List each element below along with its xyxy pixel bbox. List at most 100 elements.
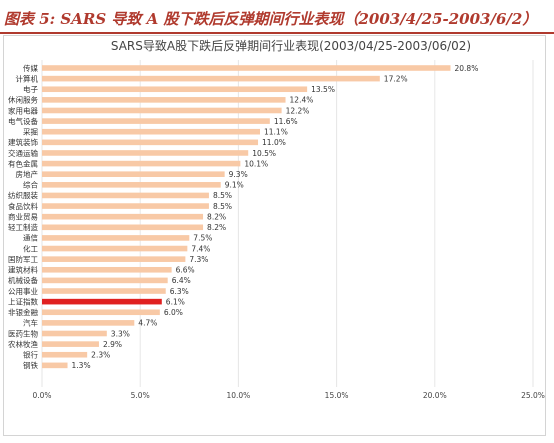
category-label: 综合 <box>23 180 38 190</box>
category-label: 公用事业 <box>8 286 38 296</box>
value-label: 6.4% <box>172 276 191 285</box>
value-label: 6.0% <box>164 308 183 317</box>
bar <box>42 171 225 177</box>
value-label: 6.1% <box>166 297 185 306</box>
category-label: 建筑材料 <box>8 265 38 275</box>
category-label: 国防军工 <box>8 254 38 264</box>
bar <box>42 86 308 93</box>
bar <box>42 192 209 199</box>
category-label: 采掘 <box>23 127 38 137</box>
bar <box>42 351 88 358</box>
category-label: 计算机 <box>16 73 39 83</box>
category-label: 银行 <box>23 350 38 360</box>
x-tick-label: 15.0% <box>325 391 349 400</box>
category-label: 建筑装饰 <box>8 137 38 147</box>
value-label: 1.3% <box>72 361 91 370</box>
chart-title: SARS导致A股下跌后反弹期间行业表现(2003/04/25-2003/06/0… <box>111 38 471 53</box>
x-tick-label: 5.0% <box>131 391 150 400</box>
category-label: 家用电器 <box>8 105 38 115</box>
value-label: 8.2% <box>207 223 226 232</box>
value-label: 17.2% <box>384 74 408 83</box>
value-label: 6.3% <box>170 287 189 296</box>
bar <box>42 256 186 262</box>
bar <box>42 107 282 114</box>
value-label: 8.5% <box>213 202 232 211</box>
bar <box>42 288 166 294</box>
x-tick-label: 25.0% <box>521 391 545 400</box>
value-label: 13.5% <box>311 85 335 94</box>
value-label: 6.6% <box>176 266 195 275</box>
category-label: 化工 <box>23 243 38 253</box>
value-label: 8.5% <box>213 191 232 200</box>
x-axis-ticks: 0.0% 5.0% 10.0% 15.0% 20.0% 25.0% <box>32 391 544 400</box>
category-label: 医药生物 <box>8 328 38 338</box>
category-label: 交通运输 <box>8 148 38 158</box>
x-tick-label: 10.0% <box>226 391 250 400</box>
bar <box>42 362 68 369</box>
figure-title: 图表 5: SARS 导致 A 股下跌后反弹期间行业表现（2003/4/25-2… <box>4 10 538 28</box>
value-label: 4.7% <box>138 319 157 328</box>
bar <box>42 341 99 347</box>
value-label: 10.1% <box>244 159 268 168</box>
bar <box>42 139 259 146</box>
category-label: 有色金属 <box>8 158 38 168</box>
category-label: 房地产 <box>16 169 39 179</box>
value-label: 12.4% <box>290 96 314 105</box>
value-label: 3.3% <box>111 329 130 338</box>
value-label: 7.4% <box>191 244 210 253</box>
value-label: 7.5% <box>193 234 212 243</box>
bar <box>42 330 107 337</box>
bar <box>42 65 451 71</box>
bar <box>42 235 190 241</box>
value-label: 20.8% <box>455 64 479 73</box>
x-tick-label: 0.0% <box>32 391 51 400</box>
labels-group: 传媒 20.8% 计算机 17.2% 电子 13.5% 休闲服务 12.4% 家用电器 12.2%… <box>8 63 478 370</box>
value-label: 9.3% <box>229 170 248 179</box>
value-label: 11.0% <box>262 138 286 147</box>
bar <box>42 320 135 326</box>
category-label: 汽车 <box>23 318 38 328</box>
bar <box>42 97 286 103</box>
value-label: 7.3% <box>189 255 208 264</box>
value-label: 11.6% <box>274 117 298 126</box>
value-label: 2.9% <box>103 340 122 349</box>
bar <box>42 224 204 231</box>
bar <box>42 203 209 209</box>
category-label: 农林牧渔 <box>8 339 38 349</box>
category-label: 非银金融 <box>8 307 38 317</box>
bar <box>42 160 241 167</box>
bar <box>42 150 249 156</box>
bar <box>42 277 168 284</box>
bar <box>42 182 221 188</box>
category-label: 食品饮料 <box>8 201 38 211</box>
category-label: 纺织服装 <box>8 190 38 200</box>
category-label: 电子 <box>23 84 38 94</box>
chart-frame <box>3 35 546 436</box>
title-rule <box>0 32 554 34</box>
value-label: 8.2% <box>207 212 226 221</box>
value-label: 11.1% <box>264 128 288 137</box>
bar <box>42 298 162 305</box>
bar <box>42 245 188 252</box>
bars-group <box>42 65 451 369</box>
bar <box>42 75 380 82</box>
bar <box>42 266 172 273</box>
value-label: 12.2% <box>286 106 310 115</box>
category-label: 钢铁 <box>23 360 38 370</box>
category-label: 传媒 <box>23 63 38 73</box>
category-label: 机械设备 <box>8 275 38 285</box>
value-label: 2.3% <box>91 351 110 360</box>
bar <box>42 118 270 124</box>
bar <box>42 309 160 316</box>
category-label: 电气设备 <box>8 116 38 126</box>
value-label: 10.5% <box>252 149 276 158</box>
category-label: 轻工制造 <box>8 222 38 232</box>
bar <box>42 213 204 220</box>
category-label: 休闲服务 <box>8 95 38 105</box>
value-label: 9.1% <box>225 181 244 190</box>
category-label: 商业贸易 <box>8 211 38 221</box>
category-label: 通信 <box>23 233 38 243</box>
x-tick-label: 20.0% <box>423 391 447 400</box>
category-label: 上证指数 <box>8 296 38 306</box>
